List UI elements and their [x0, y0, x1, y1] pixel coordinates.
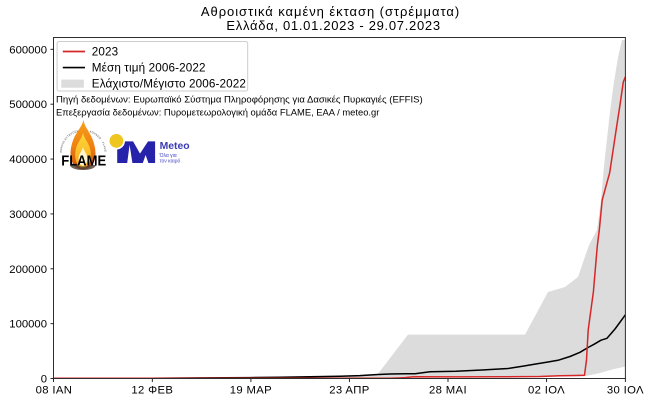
svg-text:Ελάχιστο/Μέγιστο 2006-2022: Ελάχιστο/Μέγιστο 2006-2022 — [92, 78, 246, 91]
svg-text:100000: 100000 — [9, 319, 47, 331]
svg-text:23 ΑΠΡ: 23 ΑΠΡ — [329, 385, 369, 397]
svg-text:12 ΦΕΒ: 12 ΦΕΒ — [131, 385, 173, 397]
svg-text:Όλα για: Όλα για — [159, 153, 177, 159]
svg-text:Αθροιστικά καμένη έκταση (στρέ: Αθροιστικά καμένη έκταση (στρέμματα) — [201, 4, 460, 19]
svg-text:Ελλάδα, 01.01.2023 - 29.07.202: Ελλάδα, 01.01.2023 - 29.07.2023 — [226, 18, 440, 33]
svg-text:02 ΙΟΛ: 02 ΙΟΛ — [528, 385, 565, 397]
svg-text:600000: 600000 — [9, 44, 47, 56]
svg-text:FLAME: FLAME — [61, 153, 106, 170]
svg-text:300000: 300000 — [9, 209, 47, 221]
svg-text:Πηγή δεδομένων: Ευρωπαϊκό Σύστ: Πηγή δεδομένων: Ευρωπαϊκό Σύστημα Πληροφ… — [56, 95, 423, 106]
svg-text:200000: 200000 — [9, 264, 47, 276]
svg-text:Μέση τιμή 2006-2022: Μέση τιμή 2006-2022 — [92, 62, 206, 75]
svg-text:Meteo: Meteo — [160, 141, 190, 152]
svg-text:400000: 400000 — [9, 154, 47, 166]
svg-text:τον καιρό: τον καιρό — [160, 157, 181, 164]
svg-text:500000: 500000 — [9, 99, 47, 111]
svg-text:19 ΜΑΡ: 19 ΜΑΡ — [230, 385, 272, 397]
svg-text:2023: 2023 — [92, 46, 118, 59]
svg-text:08 ΙΑΝ: 08 ΙΑΝ — [36, 385, 73, 397]
svg-text:0: 0 — [41, 374, 47, 386]
svg-text:Επεξεργασία δεδομένων: Πυρομετ: Επεξεργασία δεδομένων: Πυρομετεωρολογική… — [56, 107, 379, 118]
svg-text:28 ΜΑΙ: 28 ΜΑΙ — [429, 385, 467, 397]
svg-text:30 ΙΟΛ: 30 ΙΟΛ — [607, 385, 644, 397]
